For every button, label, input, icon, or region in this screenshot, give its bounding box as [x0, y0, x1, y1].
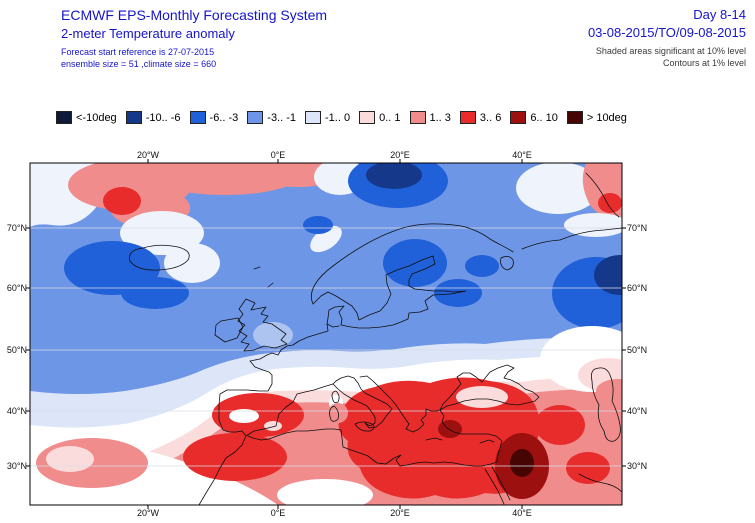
legend-label: 3.. 6: [479, 111, 502, 124]
legend-swatch: [189, 111, 206, 124]
latitude-gridlines: [30, 227, 622, 467]
legend-swatch: [566, 111, 583, 124]
ensemble-info: ensemble size = 51 ,climate size = 660: [61, 59, 217, 70]
legend-entry: <-10deg: [56, 111, 117, 124]
legend-entry: 1.. 3: [409, 111, 451, 124]
color-legend: <-10deg -10.. -6 -6.. -3 -3.. -1 -1.. 0 0.. 1…: [56, 111, 636, 124]
legend-swatch: [359, 111, 376, 124]
header-right: Day 8-14 03-08-2015/TO/09-08-2015 Shaded…: [588, 7, 746, 69]
legend-label: 1.. 3: [429, 111, 451, 124]
legend-label: -6.. -3: [209, 111, 239, 124]
lat-tick-label: 60°N: [627, 283, 648, 293]
anomaly-map: [26, 159, 626, 509]
header-left: ECMWF EPS-Monthly Forecasting System 2-m…: [61, 7, 327, 70]
legend-swatch: [125, 111, 142, 124]
map-frame: [29, 162, 623, 506]
legend-label: <-10deg: [76, 111, 117, 124]
axis-ticks: [26, 159, 626, 509]
lon-tick-label: 0°E: [270, 150, 286, 160]
legend-swatch: [409, 111, 426, 124]
legend-entry: 0.. 1: [359, 111, 401, 124]
legend-entry: 6.. 10: [510, 111, 558, 124]
lon-tick-label: 0°E: [270, 508, 286, 518]
temperature-anomaly-field: [30, 163, 622, 505]
legend-entry: > 10deg: [566, 111, 627, 124]
legend-entry: -1.. 0: [305, 111, 350, 124]
lat-tick-label: 30°N: [627, 461, 648, 471]
lat-tick-label: 50°N: [6, 345, 27, 355]
forecast-reference: Forecast start reference is 27-07-2015: [61, 47, 215, 57]
legend-entry: -6.. -3: [189, 111, 239, 124]
page-title: ECMWF EPS-Monthly Forecasting System: [61, 7, 328, 23]
legend-label: 6.. 10: [530, 111, 558, 124]
legend-entry: 3.. 6: [459, 111, 502, 124]
lat-tick-label: 70°N: [6, 223, 27, 233]
legend-label: 0.. 1: [379, 111, 401, 124]
lon-tick-label: 40°E: [512, 150, 532, 160]
legend-label: -3.. -1: [267, 111, 297, 124]
lon-tick-label: 20°W: [136, 508, 160, 518]
legend-swatch: [459, 111, 476, 124]
lat-tick-label: 60°N: [6, 283, 27, 293]
map-area: 20°W 20°W 0°E 0°E 20°E 20°E 40°E 40°E 70°N 70°N 60…: [7, 150, 647, 518]
legend-swatch: [247, 111, 264, 124]
lon-tick-label: 20°E: [390, 508, 410, 518]
page-subtitle: 2-meter Temperature anomaly: [61, 26, 235, 41]
coastlines-layer: [129, 172, 622, 505]
lat-tick-label: 40°N: [6, 406, 27, 416]
legend-entry: -3.. -1: [247, 111, 296, 124]
legend-entry: -10.. -6: [125, 111, 181, 124]
lon-tick-label: 20°W: [136, 150, 160, 160]
lon-tick-label: 20°E: [390, 150, 410, 160]
lon-tick-label: 40°E: [512, 508, 532, 518]
contour-note: Contours at 1% level: [662, 58, 746, 69]
legend-label: > 10deg: [586, 111, 627, 124]
significance-note: Shaded areas significant at 10% level: [595, 46, 746, 56]
legend-label: -1.. 0: [325, 111, 351, 124]
lat-tick-label: 70°N: [627, 223, 648, 233]
legend-label: -10.. -6: [145, 111, 181, 124]
legend-swatch: [305, 111, 322, 124]
valid-period: 03-08-2015/TO/09-08-2015: [587, 25, 746, 40]
lat-tick-label: 30°N: [6, 461, 27, 471]
legend-swatch: [510, 111, 527, 124]
lat-tick-label: 40°N: [627, 406, 648, 416]
lat-tick-label: 50°N: [627, 345, 648, 355]
day-range: Day 8-14: [693, 7, 746, 22]
legend-swatch: [56, 111, 72, 124]
